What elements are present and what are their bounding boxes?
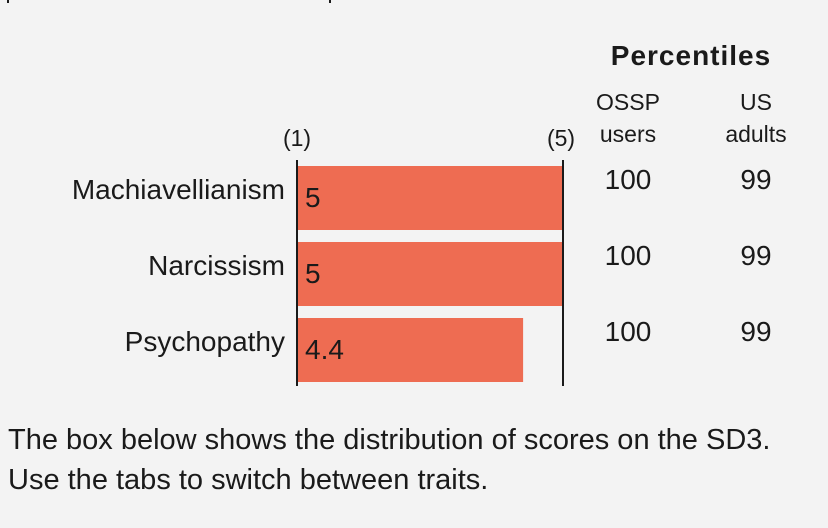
value-label-narcissism: 5 [305,258,321,289]
category-label-narcissism: Narcissism [148,250,285,281]
bars [297,166,563,382]
percentiles-title: Percentiles [611,40,771,71]
percentile-us-machiavellianism: 99 [740,164,771,195]
percentile-ossp-narcissism: 100 [605,240,652,271]
category-label-machiavellianism: Machiavellianism [72,174,285,205]
percentile-us-psychopathy: 99 [740,316,771,347]
bar-narcissism [297,242,563,306]
percentile-ossp-machiavellianism: 100 [605,164,652,195]
percentile-us-narcissism: 99 [740,240,771,271]
ossp-header-line1: OSSP [596,89,660,115]
us-header-line1: US [740,89,772,115]
description-text: The box below shows the distribution of … [8,424,771,496]
value-label-psychopathy: 4.4 [305,334,344,365]
category-labels: Machiavellianism Narcissism Psychopathy [72,174,285,357]
us-header-line2: adults [725,121,786,147]
value-labels: 554.4 [305,182,344,365]
percentile-ossp-psychopathy: 100 [605,316,652,347]
percentile-values: 100 99 100 99 100 99 [605,164,772,347]
category-label-psychopathy: Psychopathy [125,326,285,357]
bar-machiavellianism [297,166,563,230]
ossp-header-line2: users [600,121,656,147]
value-label-machiavellianism: 5 [305,182,321,213]
scale-min-label: (1) [283,125,311,151]
bar-psychopathy [297,318,524,382]
scale-max-label: (5) [547,125,575,151]
